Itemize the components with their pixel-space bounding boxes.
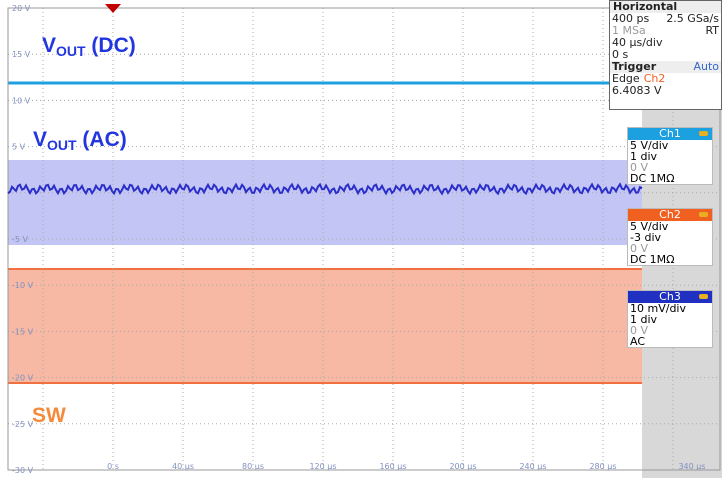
x-label: 340 µs xyxy=(678,462,705,471)
channel-coupling: AC xyxy=(630,335,646,348)
channel-offset: 1 div xyxy=(630,313,658,326)
x-label: 200 µs xyxy=(449,462,476,471)
channel-offset: 1 div xyxy=(630,150,658,163)
y-label: -5 V xyxy=(12,235,29,244)
channel-name: Ch3 xyxy=(628,291,712,303)
resolution: 400 ps xyxy=(612,12,650,25)
mode: RT xyxy=(705,24,719,37)
y-label: -20 V xyxy=(12,374,34,383)
channel-position: 0 V xyxy=(630,242,649,255)
sample-rate: 2.5 GSa/s xyxy=(666,12,719,25)
panel-title: Horizontal xyxy=(610,1,721,13)
trigger-source: Ch2 xyxy=(643,72,666,85)
channel-coupling: DC 1MΩ xyxy=(630,253,675,266)
channel-scale: 5 V/div xyxy=(630,139,669,152)
y-label: 15 V xyxy=(12,50,31,59)
trigger-title: Trigger xyxy=(612,60,657,73)
x-label: 0 s xyxy=(107,462,119,471)
channel-scale: 5 V/div xyxy=(630,220,669,233)
vout-ac-label: VOUT (AC) xyxy=(33,128,127,153)
vout-dc-label: VOUT (DC) xyxy=(42,34,136,59)
y-label: 20 V xyxy=(12,4,31,13)
record: 1 MSa xyxy=(612,24,646,37)
y-label: -10 V xyxy=(12,281,34,290)
channel-position: 0 V xyxy=(630,161,649,174)
y-label: -15 V xyxy=(12,327,34,336)
channel-name: Ch2 xyxy=(628,209,712,221)
channel-position: 0 V xyxy=(630,324,649,337)
time-scale: 40 µs/div xyxy=(612,36,663,49)
x-label: 280 µs xyxy=(589,462,616,471)
x-label: 160 µs xyxy=(379,462,406,471)
y-label: 5 V xyxy=(12,143,26,152)
position: 0 s xyxy=(612,48,629,61)
y-label: 10 V xyxy=(12,96,31,105)
channel-scale: 10 mV/div xyxy=(630,302,686,315)
trigger-level: 6.4083 V xyxy=(612,84,662,97)
channel-coupling: DC 1MΩ xyxy=(630,172,675,185)
x-label: 80 µs xyxy=(242,462,264,471)
x-label: 240 µs xyxy=(519,462,546,471)
channel-name: Ch1 xyxy=(628,128,712,140)
trigger-type: Edge xyxy=(612,72,640,85)
y-label: -25 V xyxy=(12,420,34,429)
x-label: 40 µs xyxy=(172,462,194,471)
trigger-mode: Auto xyxy=(693,60,719,73)
channel-box: Ch1 5 V/div 1 div 0 V DC 1MΩ xyxy=(627,127,713,185)
sw-label: SW xyxy=(32,404,66,427)
plot-border xyxy=(7,7,721,471)
y-label: -30 V xyxy=(12,466,34,475)
channel-box: Ch2 5 V/div -3 div 0 V DC 1MΩ xyxy=(627,208,713,266)
channel-box: Ch3 10 mV/div 1 div 0 V AC xyxy=(627,290,713,348)
x-label: 120 µs xyxy=(309,462,336,471)
channel-offset: -3 div xyxy=(630,231,662,244)
horizontal-panel: Horizontal 400 ps 2.5 GSa/s 1 MSa RT 40 µs… xyxy=(609,0,722,110)
